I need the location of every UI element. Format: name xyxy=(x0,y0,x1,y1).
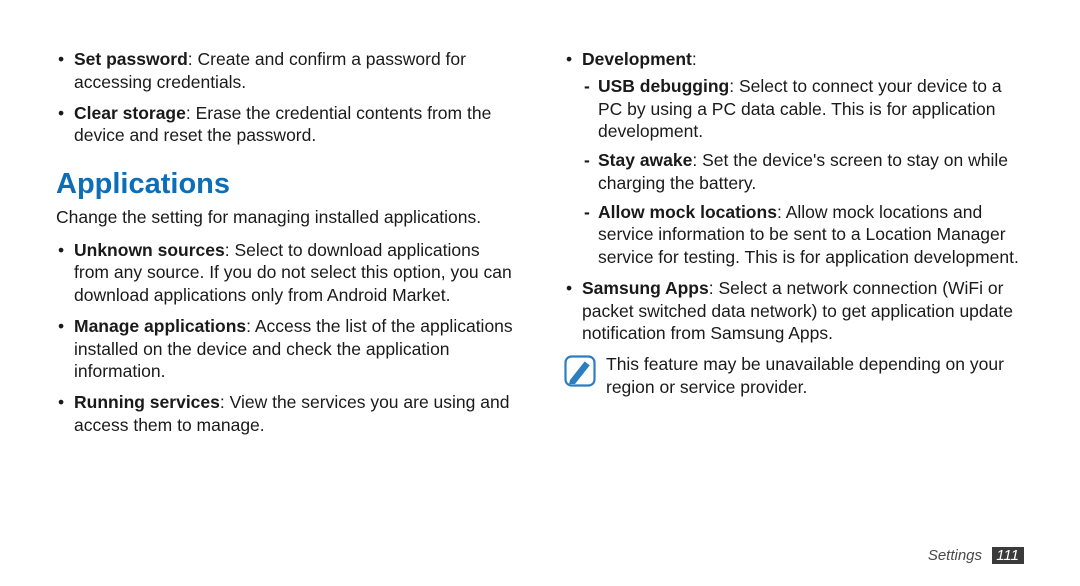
sub-list-item: Stay awake: Set the device's screen to s… xyxy=(582,149,1024,195)
footer-section-label: Settings xyxy=(928,547,982,564)
pre-applications-list: Set password: Create and confirm a passw… xyxy=(56,48,516,147)
item-term: Manage applications xyxy=(74,316,246,336)
item-term: Unknown sources xyxy=(74,240,225,260)
right-column: Development: USB debugging: Select to co… xyxy=(540,48,1024,586)
page-footer: Settings 111 xyxy=(928,547,1024,564)
list-item: Running services: View the services you … xyxy=(56,391,516,437)
list-item: Set password: Create and confirm a passw… xyxy=(56,48,516,94)
item-colon: : xyxy=(692,49,697,69)
list-item-development: Development: USB debugging: Select to co… xyxy=(564,48,1024,269)
item-term: USB debugging xyxy=(598,76,729,96)
section-heading-applications: Applications xyxy=(56,167,516,202)
development-sub-list: USB debugging: Select to connect your de… xyxy=(582,75,1024,269)
item-term: Samsung Apps xyxy=(582,278,709,298)
section-intro: Change the setting for managing installe… xyxy=(56,206,516,229)
note-row: This feature may be unavailable dependin… xyxy=(564,353,1024,399)
page: Set password: Create and confirm a passw… xyxy=(0,0,1080,586)
item-term: Development xyxy=(582,49,692,69)
item-term: Running services xyxy=(74,392,220,412)
left-column: Set password: Create and confirm a passw… xyxy=(56,48,540,586)
item-term: Stay awake xyxy=(598,150,692,170)
item-term: Allow mock locations xyxy=(598,202,777,222)
sub-list-item: USB debugging: Select to connect your de… xyxy=(582,75,1024,143)
item-term: Set password xyxy=(74,49,188,69)
development-list: Development: USB debugging: Select to co… xyxy=(564,48,1024,345)
list-item: Samsung Apps: Select a network connectio… xyxy=(564,277,1024,345)
applications-list: Unknown sources: Select to download appl… xyxy=(56,239,516,437)
list-item: Clear storage: Erase the credential cont… xyxy=(56,102,516,148)
note-icon xyxy=(564,355,596,392)
sub-list-item: Allow mock locations: Allow mock locatio… xyxy=(582,201,1024,269)
list-item: Manage applications: Access the list of … xyxy=(56,315,516,383)
list-item: Unknown sources: Select to download appl… xyxy=(56,239,516,307)
note-text: This feature may be unavailable dependin… xyxy=(606,353,1024,399)
footer-page-number: 111 xyxy=(992,547,1024,564)
item-term: Clear storage xyxy=(74,103,186,123)
